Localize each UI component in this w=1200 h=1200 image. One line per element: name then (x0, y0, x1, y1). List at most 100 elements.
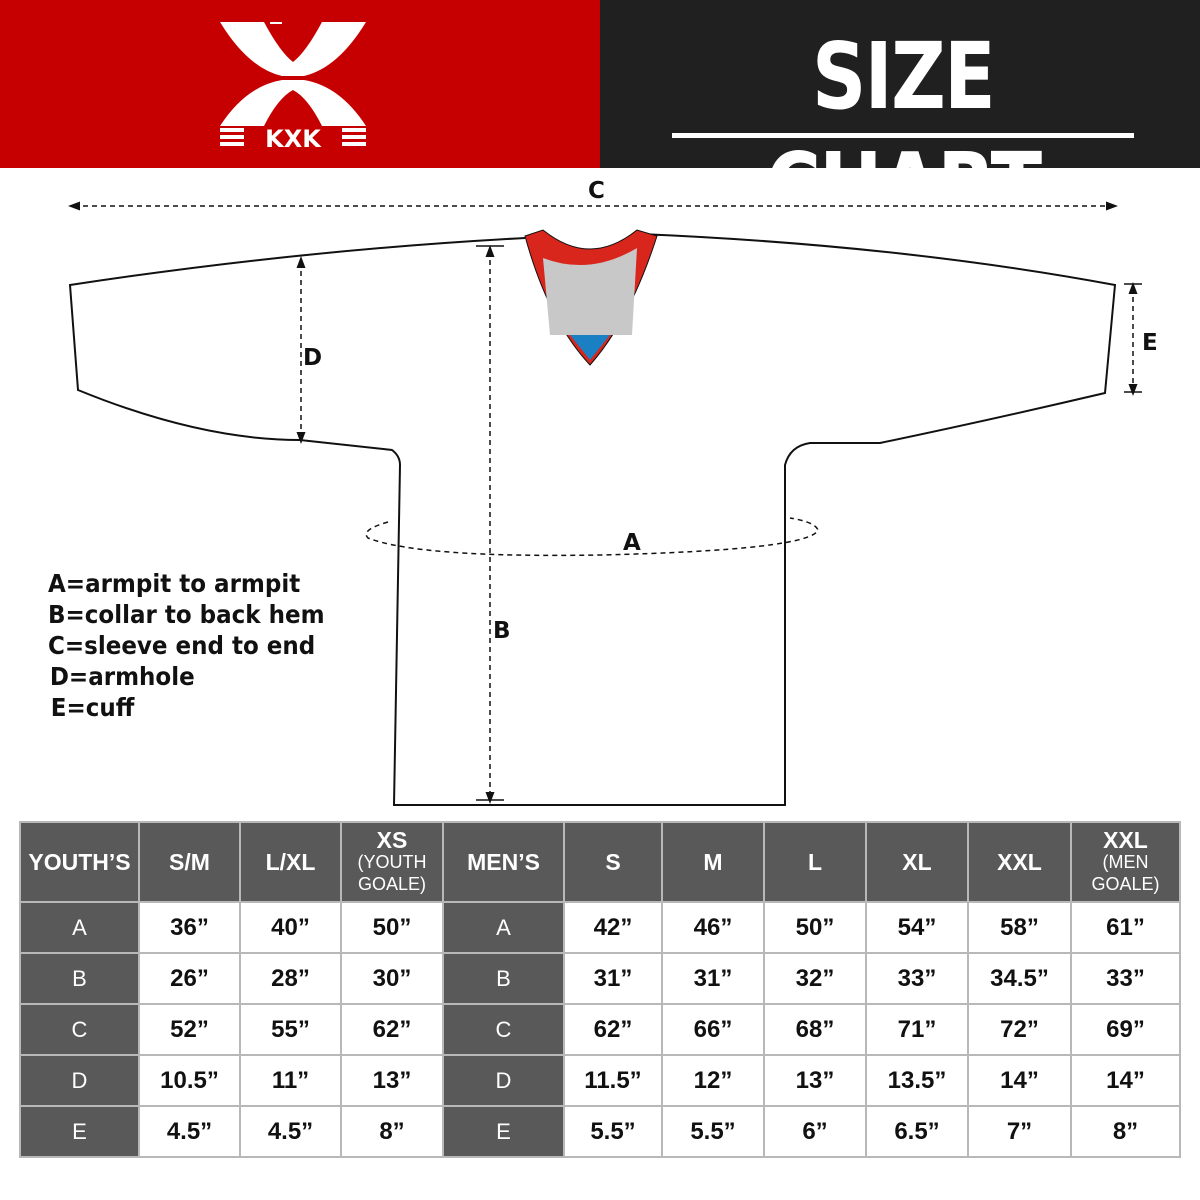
men-value-cell: 42” (563, 901, 663, 954)
men-value-cell: 72” (967, 1003, 1072, 1056)
jersey-outline (68, 233, 1117, 806)
youth-value-cell: 40” (239, 901, 342, 954)
label-b: B (493, 618, 511, 644)
title-underline (672, 133, 1134, 138)
label-e: E (1142, 330, 1158, 356)
men-value-cell: 61” (1070, 901, 1181, 954)
collar-inner (543, 248, 637, 335)
size-label: S (605, 849, 621, 875)
youth-value-cell: 62” (340, 1003, 444, 1056)
size-label: YOUTH’S (28, 849, 131, 875)
men-size-header: L (763, 821, 867, 903)
youth-value-cell: 4.5” (138, 1105, 241, 1158)
jersey-diagram: C D A B E (68, 178, 1158, 806)
size-label: XXL (997, 849, 1042, 875)
youth-value-cell: 26” (138, 952, 241, 1005)
men-value-cell: 6.5” (865, 1105, 969, 1158)
size-label: L (807, 849, 823, 875)
men-value-cell: 5.5” (661, 1105, 765, 1158)
youth-value-cell: 8” (340, 1105, 444, 1158)
men-value-cell: 8” (1070, 1105, 1181, 1158)
men-value-cell: 50” (763, 901, 867, 954)
men-value-cell: 33” (1070, 952, 1181, 1005)
men-value-cell: 12” (661, 1054, 765, 1107)
men-value-cell: 31” (661, 952, 765, 1005)
table-header-row: YOUTH’S S/M L/XL XS (YOUTH GOALE) MEN’S S M L XL X… (19, 821, 1181, 903)
men-value-cell: 31” (563, 952, 663, 1005)
men-value-cell: 68” (763, 1003, 867, 1056)
youth-value-cell: 13” (340, 1054, 444, 1107)
youth-value-cell: 11” (239, 1054, 342, 1107)
youth-value-cell: 4.5” (239, 1105, 342, 1158)
row-label: E (19, 1105, 140, 1158)
men-value-cell: 7” (967, 1105, 1072, 1158)
size-label: MEN’S (467, 849, 540, 875)
men-value-cell: 34.5” (967, 952, 1072, 1005)
men-value-cell: 54” (865, 901, 969, 954)
men-value-cell: 62” (563, 1003, 663, 1056)
men-value-cell: 13” (763, 1054, 867, 1107)
row-label: C (19, 1003, 140, 1056)
table-row: E 4.5” 4.5” 8” E 5.5” 5.5” 6” 6.5” 7” 8” (19, 1105, 1181, 1158)
youth-size-header: S/M (138, 821, 241, 903)
men-size-header: XXL (MEN GOALE) (1070, 821, 1181, 903)
youth-value-cell: 50” (340, 901, 444, 954)
youth-value-cell: 55” (239, 1003, 342, 1056)
size-table: YOUTH’S S/M L/XL XS (YOUTH GOALE) MEN’S S M L XL X… (19, 821, 1181, 1158)
size-sublabel: (YOUTH GOALE) (357, 852, 427, 894)
youth-size-header: L/XL (239, 821, 342, 903)
men-value-cell: 14” (967, 1054, 1072, 1107)
youth-value-cell: 36” (138, 901, 241, 954)
page-title: SIZE CHART (765, 23, 1042, 240)
row-label: D (442, 1054, 565, 1107)
row-label: D (19, 1054, 140, 1107)
men-value-cell: 46” (661, 901, 765, 954)
men-value-cell: 13.5” (865, 1054, 969, 1107)
legend-item: A=armpit to armpit (48, 569, 301, 598)
men-value-cell: 69” (1070, 1003, 1181, 1056)
measurement-legend: A=armpit to armpit B=collar to back hem … (48, 568, 325, 723)
legend-item: B=collar to back hem (48, 600, 325, 629)
size-label: XL (902, 849, 932, 875)
row-label: A (442, 901, 565, 954)
men-size-header: XXL (967, 821, 1072, 903)
size-sublabel: (MEN GOALE) (1091, 852, 1160, 894)
men-value-cell: 58” (967, 901, 1072, 954)
youth-value-cell: 28” (239, 952, 342, 1005)
size-label: XS (376, 827, 408, 853)
label-c: C (588, 178, 605, 204)
row-label: B (19, 952, 140, 1005)
size-label: S/M (169, 849, 210, 875)
men-value-cell: 71” (865, 1003, 969, 1056)
label-d: D (303, 345, 322, 371)
youth-value-cell: 10.5” (138, 1054, 241, 1107)
men-size-header: S (563, 821, 663, 903)
youth-value-cell: 52” (138, 1003, 241, 1056)
table-row: D 10.5” 11” 13” D 11.5” 12” 13” 13.5” 14” 14” (19, 1054, 1181, 1107)
legend-item: C=sleeve end to end (48, 631, 316, 660)
row-label: C (442, 1003, 565, 1056)
men-value-cell: 6” (763, 1105, 867, 1158)
men-size-header: XL (865, 821, 969, 903)
youth-value-cell: 30” (340, 952, 444, 1005)
men-value-cell: 66” (661, 1003, 765, 1056)
row-label: B (442, 952, 565, 1005)
row-label: A (19, 901, 140, 954)
men-header: MEN’S (442, 821, 565, 903)
table-row: C 52” 55” 62” C 62” 66” 68” 71” 72” 69” (19, 1003, 1181, 1056)
size-label: L/XL (265, 849, 316, 875)
men-value-cell: 5.5” (563, 1105, 663, 1158)
men-value-cell: 14” (1070, 1054, 1181, 1107)
youth-size-header: XS (YOUTH GOALE) (340, 821, 444, 903)
youth-header: YOUTH’S (19, 821, 140, 903)
header-title-panel (600, 0, 1200, 168)
row-label: E (442, 1105, 565, 1158)
kxk-logo: KXK (220, 22, 366, 150)
table-row: A 36” 40” 50” A 42” 46” 50” 54” 58” 61” (19, 901, 1181, 954)
men-size-header: M (661, 821, 765, 903)
men-value-cell: 32” (763, 952, 867, 1005)
label-a: A (623, 530, 641, 556)
legend-item: E=cuff (50, 693, 135, 722)
table-row: B 26” 28” 30” B 31” 31” 32” 33” 34.5” 33” (19, 952, 1181, 1005)
size-label: M (703, 849, 723, 875)
